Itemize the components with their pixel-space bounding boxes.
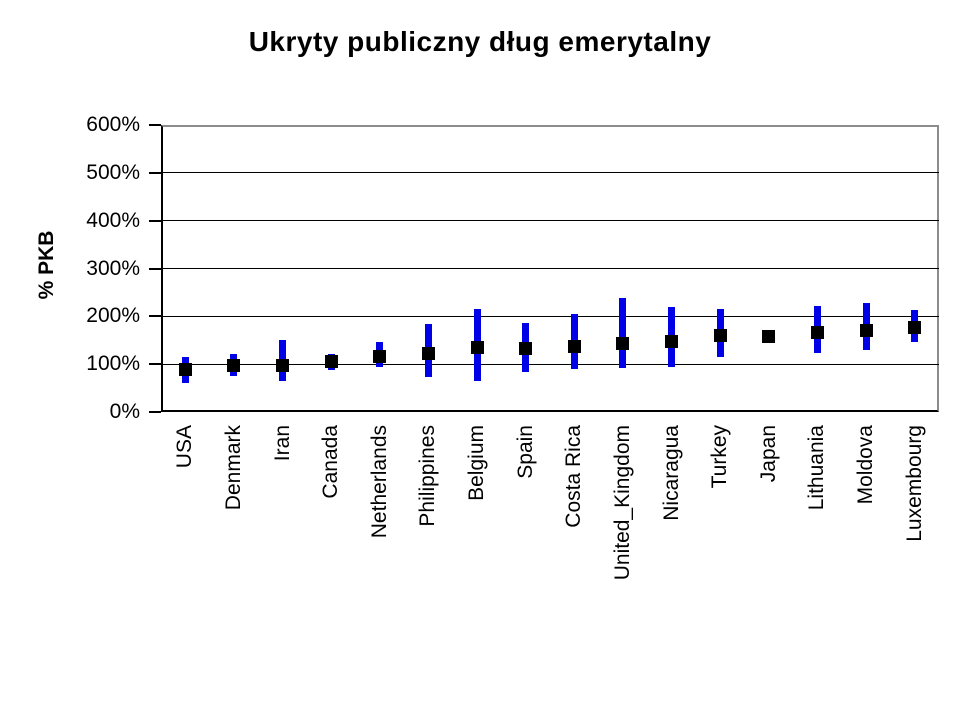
category-label: Denmark [221,425,245,511]
category-label: Nicaragua [659,425,683,521]
category-label: Belgium [465,425,489,501]
point-marker [810,326,824,340]
y-axis-tick [149,411,161,413]
point-marker [324,354,338,368]
range-bar [619,298,627,369]
gridline [161,268,939,269]
gridline [161,363,939,365]
category-label: Spain [513,425,537,479]
point-marker [616,336,630,350]
y-axis-tick [149,315,161,318]
gridline [161,220,939,222]
point-marker [227,358,241,372]
y-axis-tick [149,363,161,366]
category-label: USA [173,425,197,469]
y-tick-label: 500% [86,160,140,184]
y-axis-tick [149,219,161,222]
y-axis-tick [149,124,161,126]
category-label: Japan [756,425,780,483]
point-marker [373,349,387,363]
category-label: Canada [319,425,343,499]
y-tick-label: 600% [86,113,140,136]
category-label: Lithuania [805,425,829,511]
point-marker [859,324,873,338]
category-label: Netherlands [367,425,391,539]
y-axis-tick [149,267,161,270]
y-tick-label: 200% [86,304,140,328]
category-label: Costa Rica [562,425,586,528]
y-tick-label: 300% [86,256,140,280]
point-marker [713,329,727,343]
category-label: Philippines [416,425,440,527]
gridline [161,315,939,317]
point-marker [421,347,435,361]
gridline [161,172,939,174]
y-tick-label: 0% [109,400,140,423]
y-axis-tick [149,171,161,174]
category-label: Turkey [708,425,732,489]
category-label: Luxembourg [902,425,926,542]
y-tick-label: 100% [86,352,140,376]
category-label: Moldova [854,425,878,505]
point-marker [908,321,922,335]
point-marker [665,335,679,349]
point-marker [519,341,533,355]
point-marker [567,340,581,354]
category-label: Iran [270,425,294,462]
point-marker [178,363,192,377]
y-tick-label: 400% [86,208,140,232]
point-marker [276,358,290,372]
chart-title: Ukryty publiczny dług emerytalny [248,26,712,57]
category-label: United_Kingdom [610,425,634,581]
point-marker [762,330,776,344]
point-marker [470,340,484,354]
